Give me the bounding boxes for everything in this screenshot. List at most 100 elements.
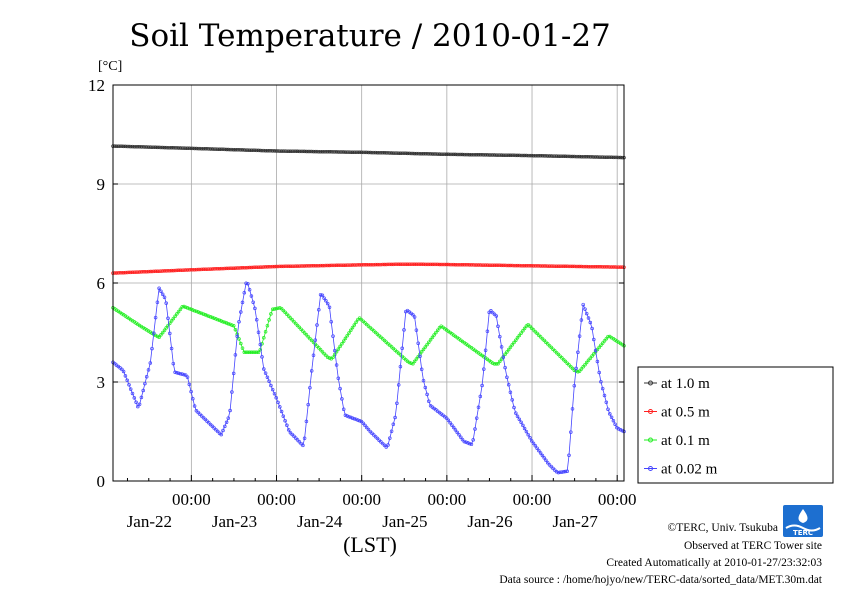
data-point — [602, 155, 607, 159]
data-point — [393, 415, 397, 420]
data-point — [338, 344, 342, 349]
data-point — [226, 266, 231, 271]
data-point — [522, 153, 527, 158]
data-point — [169, 319, 174, 323]
data-point — [521, 153, 525, 158]
data-point — [616, 427, 621, 431]
data-point — [233, 266, 238, 270]
data-point — [136, 404, 140, 409]
x-tick-date: Jan-26 — [467, 512, 512, 531]
data-point — [178, 371, 183, 376]
data-point — [460, 263, 465, 267]
data-point — [217, 318, 222, 323]
data-point — [506, 347, 511, 352]
data-point — [281, 149, 286, 153]
data-point — [219, 319, 223, 323]
data-point — [274, 306, 278, 311]
data-point — [231, 266, 236, 270]
data-point — [270, 307, 275, 312]
data-point — [155, 300, 160, 304]
data-point — [540, 264, 545, 268]
data-point — [430, 335, 435, 340]
data-point — [514, 263, 518, 268]
data-point — [485, 153, 490, 157]
data-point — [265, 324, 270, 328]
data-point — [457, 262, 461, 267]
data-point — [547, 154, 552, 158]
data-point — [563, 359, 568, 364]
data-point — [331, 334, 335, 338]
data-point — [538, 335, 543, 339]
legend-item: at 0.5 m — [644, 405, 710, 421]
data-point — [143, 381, 147, 386]
data-point — [208, 315, 213, 319]
data-point — [427, 262, 431, 267]
data-point — [563, 264, 568, 269]
data-point — [171, 268, 176, 273]
data-point — [317, 149, 321, 154]
data-point — [221, 147, 225, 152]
data-point — [556, 470, 561, 475]
data-point — [347, 150, 351, 154]
data-point — [327, 150, 332, 154]
data-point — [613, 155, 617, 160]
data-point — [256, 148, 261, 153]
data-point — [430, 262, 435, 267]
data-point — [141, 270, 145, 274]
data-point — [590, 354, 594, 358]
data-point — [561, 470, 566, 474]
data-point — [593, 155, 598, 159]
data-point — [317, 308, 321, 312]
data-point — [574, 264, 578, 269]
data-point — [329, 150, 333, 154]
data-point — [494, 153, 499, 157]
data-point — [150, 145, 154, 149]
data-point — [448, 262, 452, 267]
data-point — [317, 263, 321, 268]
data-point — [256, 350, 261, 355]
data-point — [265, 148, 270, 153]
data-point — [435, 328, 440, 332]
data-point — [496, 362, 500, 366]
legend: at 1.0 m at 0.5 m at 0.1 m at 0.02 m — [637, 366, 834, 484]
data-point — [251, 148, 255, 153]
data-point — [517, 417, 522, 421]
data-point — [510, 153, 514, 158]
data-point — [556, 264, 561, 268]
data-point — [194, 146, 199, 151]
data-point — [446, 262, 451, 267]
data-point — [292, 149, 296, 154]
data-point — [512, 153, 516, 158]
data-point — [322, 149, 326, 154]
data-point — [372, 262, 376, 267]
data-point — [506, 383, 511, 387]
data-point — [421, 152, 426, 156]
data-point — [294, 321, 298, 326]
data-point — [464, 440, 468, 445]
data-point — [459, 435, 463, 439]
data-point — [583, 307, 587, 311]
data-point — [338, 386, 342, 391]
data-point — [375, 150, 380, 155]
data-point — [157, 286, 161, 290]
data-point — [230, 323, 234, 327]
data-point — [558, 154, 562, 158]
data-point — [443, 152, 447, 157]
legend-box — [637, 366, 834, 484]
data-point — [247, 265, 252, 270]
data-point — [402, 262, 406, 266]
data-point — [315, 323, 319, 327]
data-point — [379, 151, 383, 155]
data-point — [182, 304, 186, 309]
data-point — [313, 149, 318, 154]
data-point — [128, 387, 133, 391]
data-point — [137, 270, 142, 274]
data-point — [183, 305, 188, 309]
data-point — [212, 147, 216, 151]
data-point — [297, 149, 302, 154]
data-point — [166, 145, 170, 150]
data-point — [187, 382, 192, 387]
data-point — [443, 262, 447, 267]
data-point — [173, 370, 177, 375]
data-point — [404, 262, 408, 266]
